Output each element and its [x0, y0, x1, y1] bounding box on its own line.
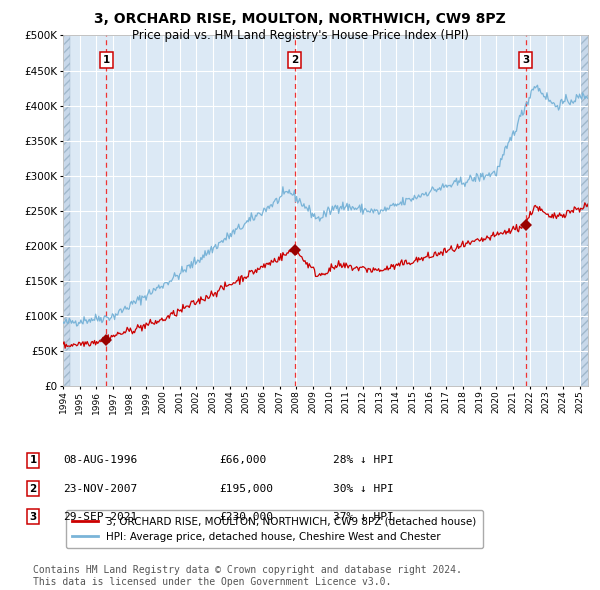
Text: 3: 3: [522, 55, 529, 65]
Text: £230,000: £230,000: [219, 512, 273, 522]
Text: 28% ↓ HPI: 28% ↓ HPI: [333, 455, 394, 465]
Text: 3: 3: [29, 512, 37, 522]
Text: 08-AUG-1996: 08-AUG-1996: [63, 455, 137, 465]
Text: 1: 1: [103, 55, 110, 65]
Text: 29-SEP-2021: 29-SEP-2021: [63, 512, 137, 522]
Text: 1: 1: [29, 455, 37, 465]
Text: £66,000: £66,000: [219, 455, 266, 465]
Text: Price paid vs. HM Land Registry's House Price Index (HPI): Price paid vs. HM Land Registry's House …: [131, 30, 469, 42]
Text: Contains HM Land Registry data © Crown copyright and database right 2024.
This d: Contains HM Land Registry data © Crown c…: [33, 565, 462, 587]
Text: 23-NOV-2007: 23-NOV-2007: [63, 484, 137, 493]
Bar: [581, 35, 589, 386]
Text: 37% ↓ HPI: 37% ↓ HPI: [333, 512, 394, 522]
Text: 2: 2: [291, 55, 298, 65]
Text: 30% ↓ HPI: 30% ↓ HPI: [333, 484, 394, 493]
Legend: 3, ORCHARD RISE, MOULTON, NORTHWICH, CW9 8PZ (detached house), HPI: Average pric: 3, ORCHARD RISE, MOULTON, NORTHWICH, CW9…: [65, 510, 483, 548]
Text: 3, ORCHARD RISE, MOULTON, NORTHWICH, CW9 8PZ: 3, ORCHARD RISE, MOULTON, NORTHWICH, CW9…: [94, 12, 506, 26]
Bar: [63, 35, 70, 386]
Text: £195,000: £195,000: [219, 484, 273, 493]
Text: 2: 2: [29, 484, 37, 493]
